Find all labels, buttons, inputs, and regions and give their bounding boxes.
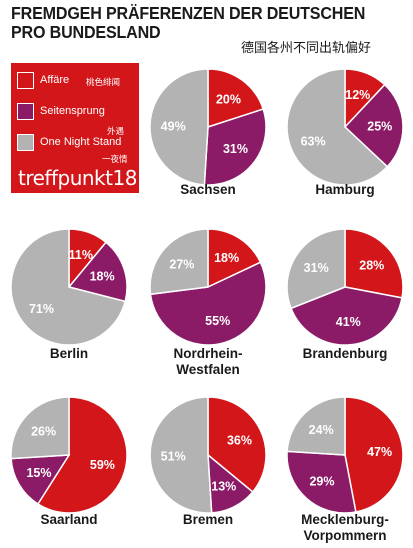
pie-label-saarland-one-night-stand: 26%	[31, 425, 56, 439]
pie-slice-mecklenburg-vorpommern-seitensprung	[286, 450, 357, 514]
pie-title-saarland: Saarland	[40, 512, 97, 527]
pie-slice-saarland-seitensprung	[10, 454, 71, 506]
pie-label-berlin-one-night-stand: 71%	[29, 302, 54, 316]
pie-slice-mecklenburg-vorpommern-aff-re	[344, 396, 404, 513]
pie-slice-brandenburg-aff-re	[344, 228, 404, 299]
pie-slice-bremen-aff-re	[207, 396, 267, 494]
pie-label-berlin-aff-re: 11%	[69, 248, 93, 262]
pie-title-berlin: Berlin	[50, 346, 88, 361]
pie-slice-nordrhein-westfalen-one-night-stand	[149, 228, 209, 296]
pie-label-nordrhein-westfalen-aff-re: 18%	[214, 251, 239, 265]
pie-label-mecklenburg-vorpommern-aff-re: 47%	[367, 445, 392, 459]
pie-slice-nordrhein-westfalen-aff-re	[207, 228, 262, 289]
legend-label-affaere: Affäre	[40, 74, 70, 86]
pie-hamburg: 12% 25% 63% Hamburg	[286, 68, 404, 197]
pie-label-sachsen-aff-re: 20%	[216, 92, 241, 106]
pie-saarland: 59% 15% 26% Saarland	[10, 396, 128, 527]
pie-slice-nordrhein-westfalen-seitensprung	[149, 261, 267, 346]
pie-mecklenburg-vorpommern: 47% 29% 24% Mecklenburg-Vorpommern	[286, 396, 404, 543]
pie-slice-berlin-one-night-stand	[10, 228, 127, 346]
brand-logo: treffpunkt18	[18, 166, 137, 190]
pie-title-nordrhein-westfalen-line-2: Westfalen	[176, 362, 240, 377]
pie-label-hamburg-seitensprung: 25%	[367, 119, 392, 133]
pie-title-hamburg: Hamburg	[315, 182, 374, 197]
pie-title-mecklenburg-vorpommern-line-2: Vorpommern	[303, 528, 386, 543]
pie-label-sachsen-seitensprung: 31%	[223, 142, 248, 156]
pie-label-brandenburg-aff-re: 28%	[359, 258, 384, 272]
legend-cn-affaere: 桃色绯闻	[86, 78, 121, 88]
pie-label-bremen-seitensprung: 13%	[211, 480, 236, 494]
pie-title-sachsen: Sachsen	[180, 182, 236, 197]
pie-label-saarland-seitensprung: 15%	[26, 466, 51, 480]
pie-brandenburg: 28% 41% 31% Brandenburg	[286, 228, 404, 361]
title-line-2: PRO BUNDESLAND	[11, 22, 161, 42]
pie-slice-berlin-seitensprung	[67, 241, 128, 303]
legend: Affäre 桃色绯闻 Seitensprung 外遇 One Night St…	[11, 63, 139, 193]
pie-title-mecklenburg-vorpommern-line-1: Mecklenburg-	[301, 512, 389, 527]
pie-bremen: 36% 13% 51% Bremen	[149, 396, 267, 527]
pie-title-bremen: Bremen	[183, 512, 233, 527]
pie-label-hamburg-one-night-stand: 63%	[301, 134, 326, 148]
legend-cn-one-night-stand: 一夜情	[102, 155, 128, 165]
pie-slice-saarland-aff-re	[36, 396, 128, 514]
pie-nordrhein-westfalen: 18% 55% 27% Nordrhein-Westfalen	[149, 228, 267, 377]
legend-swatch-seitensprung	[17, 103, 34, 120]
pie-label-berlin-seitensprung: 18%	[90, 270, 115, 284]
pie-slice-mecklenburg-vorpommern-one-night-stand	[286, 396, 346, 456]
pie-slice-sachsen-seitensprung	[203, 108, 267, 186]
pie-label-bremen-one-night-stand: 51%	[161, 450, 186, 464]
pie-label-sachsen-one-night-stand: 49%	[161, 119, 186, 133]
pie-label-brandenburg-seitensprung: 41%	[336, 315, 361, 329]
pie-title-brandenburg: Brandenburg	[303, 346, 388, 361]
pie-label-mecklenburg-vorpommern-one-night-stand: 24%	[309, 423, 334, 437]
legend-label-one-night-stand: One Night Stand	[40, 136, 122, 148]
pie-label-mecklenburg-vorpommern-seitensprung: 29%	[309, 475, 334, 489]
legend-swatch-affaere	[17, 72, 34, 89]
legend-swatch-one-night-stand	[17, 134, 34, 151]
pie-sachsen: 20% 31% 49% Sachsen	[149, 68, 267, 197]
pie-label-saarland-aff-re: 59%	[90, 458, 115, 472]
pie-slice-saarland-one-night-stand	[10, 396, 70, 460]
pie-label-nordrhein-westfalen-seitensprung: 55%	[205, 314, 230, 328]
pie-label-brandenburg-one-night-stand: 31%	[304, 261, 329, 275]
pie-berlin: 11% 18% 71% Berlin	[10, 228, 128, 361]
pie-label-bremen-aff-re: 36%	[227, 434, 252, 448]
pie-slice-bremen-one-night-stand	[149, 396, 213, 514]
pie-slice-sachsen-one-night-stand	[149, 68, 209, 186]
title-line-1: FREMDGEH PRÄFERENZEN DER DEUTSCHEN	[11, 3, 366, 23]
subtitle-chinese: 德国各州不同出轨偏好	[241, 41, 372, 56]
pie-slice-brandenburg-seitensprung	[290, 286, 403, 346]
pie-slice-hamburg-seitensprung	[343, 83, 404, 168]
pie-slice-sachsen-aff-re	[207, 68, 265, 129]
chart-title: FREMDGEH PRÄFERENZEN DER DEUTSCHEN PRO B…	[11, 4, 365, 42]
pie-slice-hamburg-one-night-stand	[286, 68, 389, 186]
pie-title-nordrhein-westfalen-line-1: Nordrhein-	[174, 346, 243, 361]
pie-label-nordrhein-westfalen-one-night-stand: 27%	[169, 258, 194, 272]
pie-label-hamburg-aff-re: 12%	[345, 88, 370, 102]
pie-slice-brandenburg-one-night-stand	[286, 228, 346, 310]
legend-cn-seitensprung: 外遇	[107, 127, 125, 137]
legend-label-seitensprung: Seitensprung	[40, 105, 105, 117]
